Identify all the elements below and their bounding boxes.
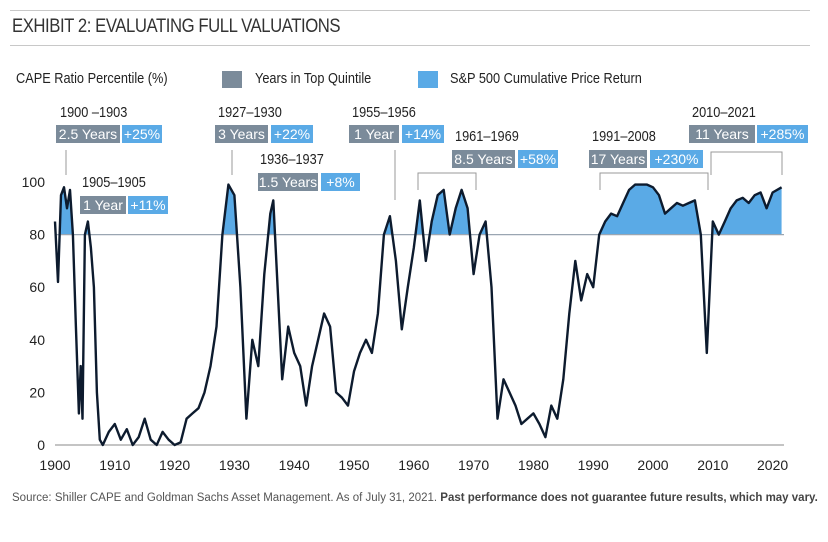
title-rule — [10, 45, 810, 46]
annotation-period: 1900 –1903 — [60, 104, 128, 121]
years-badge: 1.5 Years — [258, 173, 318, 191]
y-tick-label: 60 — [29, 279, 45, 295]
x-tick-label: 1900 — [39, 457, 70, 473]
annotation-period: 1905–1905 — [82, 174, 146, 191]
cape-series-line — [53, 183, 783, 447]
return-badge: +14% — [402, 125, 444, 143]
y-tick-label: 40 — [29, 332, 45, 348]
years-badge: 1 Year — [349, 125, 399, 143]
x-tick-label: 1970 — [458, 457, 489, 473]
x-tick-label: 1930 — [219, 457, 250, 473]
years-badge: 8.5 Years — [452, 150, 515, 168]
return-badge: +11% — [128, 196, 168, 214]
source-text: Source: Shiller CAPE and Goldman Sachs A… — [12, 492, 441, 504]
return-badge: +25% — [122, 125, 162, 143]
years-badge: 3 Years — [215, 125, 268, 143]
annotation-leaders — [65, 150, 783, 200]
annotation-period: 1936–1937 — [260, 151, 324, 168]
x-tick-label: 1990 — [578, 457, 609, 473]
x-tick-label: 1960 — [398, 457, 429, 473]
x-tick-label: 2010 — [697, 457, 728, 473]
legend-swatch-gray — [222, 71, 242, 88]
top-quintile-fill — [55, 184, 782, 235]
bracket-2010 — [710, 151, 783, 175]
x-tick-label: 1950 — [338, 457, 369, 473]
chart-title: EXHIBIT 2: EVALUATING FULL VALUATIONS — [12, 16, 341, 37]
y-tick-label: 80 — [29, 227, 45, 243]
source-note: Source: Shiller CAPE and Goldman Sachs A… — [12, 489, 822, 507]
y-tick-label: 0 — [37, 437, 45, 453]
years-badge: 11 Years — [689, 125, 755, 143]
annotation-period: 1955–1956 — [352, 104, 416, 121]
return-badge: +8% — [321, 173, 360, 191]
x-tick-label: 1910 — [99, 457, 130, 473]
legend-gray-label: Years in Top Quintile — [255, 70, 372, 87]
x-tick-label: 2000 — [637, 457, 668, 473]
top-rule — [10, 10, 810, 11]
x-tick-label: 1920 — [159, 457, 190, 473]
y-axis-label: CAPE Ratio Percentile (%) — [16, 70, 168, 87]
return-badge: +285% — [757, 125, 808, 143]
years-badge: 17 Years — [589, 150, 647, 168]
y-tick-label: 20 — [29, 384, 45, 400]
y-tick-label: 100 — [22, 174, 46, 190]
disclaimer-text: Past performance does not guarantee futu… — [440, 492, 818, 504]
return-badge: +22% — [271, 125, 313, 143]
annotation-period: 1961–1969 — [455, 128, 519, 145]
return-badge: +230% — [650, 150, 703, 168]
x-tick-label: 2020 — [757, 457, 788, 473]
years-badge: 1 Year — [80, 196, 126, 214]
return-badge: +58% — [518, 150, 558, 168]
x-tick-label: 1980 — [518, 457, 549, 473]
x-tick-label: 1940 — [279, 457, 310, 473]
annotation-period: 1927–1930 — [218, 104, 282, 121]
legend-blue-label: S&P 500 Cumulative Price Return — [450, 70, 642, 87]
bracket-1991 — [599, 172, 709, 190]
annotation-period: 2010–2021 — [692, 104, 756, 121]
years-badge: 2.5 Years — [56, 125, 120, 143]
legend-swatch-blue — [418, 71, 438, 88]
annotation-period: 1991–2008 — [592, 128, 656, 145]
bracket-1961 — [417, 172, 477, 190]
